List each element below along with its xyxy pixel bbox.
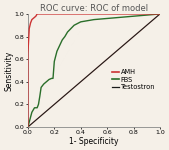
Title: ROC curve: ROC of model: ROC curve: ROC of model [40, 4, 148, 13]
X-axis label: 1- Specificity: 1- Specificity [69, 137, 119, 146]
Y-axis label: Sensitivity: Sensitivity [4, 50, 13, 91]
Legend: AMH, FBS, Testostron: AMH, FBS, Testostron [111, 68, 157, 92]
